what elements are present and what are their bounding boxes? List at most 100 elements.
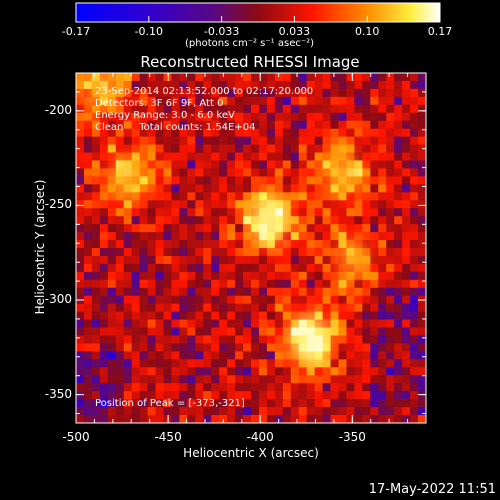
heatmap-cell xyxy=(370,359,379,368)
heatmap-cell xyxy=(314,248,324,257)
heatmap-cell xyxy=(83,383,93,392)
heatmap-cell xyxy=(290,96,300,106)
heatmap-cell xyxy=(99,279,109,289)
heatmap-cell xyxy=(147,295,157,305)
heatmap-cell xyxy=(378,128,387,138)
heatmap-cell xyxy=(83,367,93,376)
heatmap-cell xyxy=(91,407,101,416)
heatmap-cell xyxy=(394,367,403,376)
heatmap-cell xyxy=(394,303,403,313)
heatmap-cell xyxy=(394,407,403,416)
heatmap-cell xyxy=(266,136,276,146)
heatmap-cell xyxy=(83,152,93,161)
heatmap-cell xyxy=(330,303,339,313)
heatmap-cell xyxy=(370,73,379,82)
heatmap-cell xyxy=(139,73,149,82)
heatmap-cell xyxy=(235,104,244,114)
heatmap-cell xyxy=(258,176,268,185)
heatmap-cell xyxy=(298,279,308,289)
heatmap-cell xyxy=(410,200,419,209)
heatmap-cell xyxy=(402,279,411,289)
heatmap-cell xyxy=(314,73,324,82)
heatmap-cell xyxy=(322,104,332,114)
heatmap-cell xyxy=(354,104,363,114)
heatmap-cell xyxy=(203,383,212,392)
heatmap-cell xyxy=(394,295,403,305)
heatmap-cell xyxy=(290,391,300,400)
heatmap-cell xyxy=(258,160,268,169)
heatmap-cell xyxy=(274,311,284,321)
heatmap-cell xyxy=(227,184,236,193)
heatmap-cell xyxy=(195,351,204,360)
heatmap-cell xyxy=(83,399,93,408)
heatmap-cell xyxy=(354,335,363,344)
heatmap-cell xyxy=(266,144,276,154)
heatmap-cell xyxy=(386,375,395,384)
heatmap-cell xyxy=(370,200,379,209)
heatmap-cell xyxy=(131,240,141,249)
heatmap-cell xyxy=(418,391,426,400)
heatmap-cell xyxy=(354,176,363,185)
heatmap-cell xyxy=(354,232,363,241)
heatmap-cell xyxy=(171,311,180,321)
heatmap-cell xyxy=(418,208,426,217)
heatmap-cell xyxy=(306,303,316,313)
heatmap-cell xyxy=(394,168,403,177)
heatmap-cell xyxy=(322,391,332,400)
colorbar-gradient xyxy=(75,2,441,23)
heatmap-cell xyxy=(370,248,379,257)
heatmap-cell xyxy=(282,311,292,321)
heatmap-cell xyxy=(107,96,117,106)
heatmap-cell xyxy=(195,263,204,273)
heatmap-cell xyxy=(243,367,252,376)
heatmap-cell xyxy=(171,303,180,313)
heatmap-cell xyxy=(314,263,324,273)
heatmap-cell xyxy=(370,343,379,352)
heatmap-cell xyxy=(346,279,355,289)
heatmap-cell xyxy=(251,295,260,305)
heatmap-cell xyxy=(179,88,188,98)
heatmap-cell xyxy=(91,287,101,297)
heatmap-cell xyxy=(322,271,332,281)
heatmap-cell xyxy=(378,359,387,368)
heatmap-cell xyxy=(99,375,109,384)
heatmap-cell xyxy=(219,200,228,209)
heatmap-cell xyxy=(115,383,125,392)
heatmap-cell xyxy=(243,104,252,114)
heatmap-cell xyxy=(402,295,411,305)
heatmap-cell xyxy=(83,216,93,225)
heatmap-cell xyxy=(290,383,300,392)
heatmap-cell xyxy=(386,399,395,408)
heatmap-cell xyxy=(211,367,220,376)
heatmap-cell xyxy=(243,287,252,297)
heatmap-cell xyxy=(99,319,109,329)
heatmap-cell xyxy=(418,200,426,209)
heatmap-cell xyxy=(187,383,196,392)
heatmap-cell xyxy=(362,279,371,289)
heatmap-cell xyxy=(378,383,387,392)
heatmap-cell xyxy=(171,240,180,249)
heatmap-cell xyxy=(274,359,284,368)
heatmap-cell xyxy=(147,263,157,273)
heatmap-cell xyxy=(99,184,109,193)
heatmap-cell xyxy=(266,192,276,201)
heatmap-cell xyxy=(346,208,355,217)
heatmap-cell xyxy=(83,287,93,297)
heatmap-cell xyxy=(243,303,252,313)
heatmap-cell xyxy=(362,80,371,90)
heatmap-cell xyxy=(211,327,220,336)
y-tick-label: -300 xyxy=(44,292,72,307)
heatmap-cell xyxy=(418,375,426,384)
heatmap-cell xyxy=(330,415,339,423)
heatmap-cell xyxy=(370,232,379,241)
heatmap-cell xyxy=(322,415,332,423)
heatmap-cell xyxy=(139,216,149,225)
heatmap-cell xyxy=(76,271,85,281)
heatmap-cell xyxy=(346,415,355,423)
heatmap-cell xyxy=(147,407,157,416)
heatmap-cell xyxy=(282,104,292,114)
heatmap-cell xyxy=(243,255,252,265)
heatmap-cell xyxy=(163,208,172,217)
heatmap-cell xyxy=(266,367,276,376)
heatmap-cell xyxy=(155,399,164,408)
